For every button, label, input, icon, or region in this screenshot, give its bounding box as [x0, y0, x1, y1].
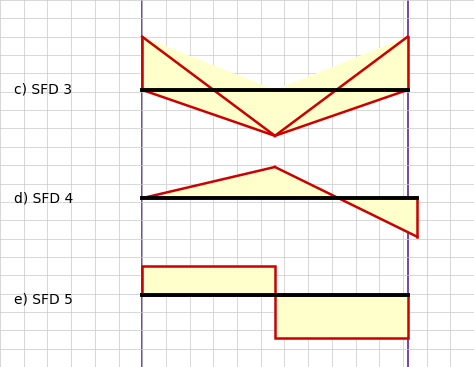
Polygon shape — [275, 37, 408, 90]
Polygon shape — [338, 198, 417, 237]
Polygon shape — [275, 295, 408, 338]
Polygon shape — [142, 37, 275, 90]
Polygon shape — [142, 167, 275, 198]
Polygon shape — [142, 90, 275, 136]
Polygon shape — [142, 266, 275, 295]
Text: e) SFD 5: e) SFD 5 — [14, 292, 73, 306]
Polygon shape — [275, 90, 408, 136]
Polygon shape — [275, 167, 338, 198]
Text: c) SFD 3: c) SFD 3 — [14, 83, 72, 97]
Text: d) SFD 4: d) SFD 4 — [14, 191, 73, 205]
